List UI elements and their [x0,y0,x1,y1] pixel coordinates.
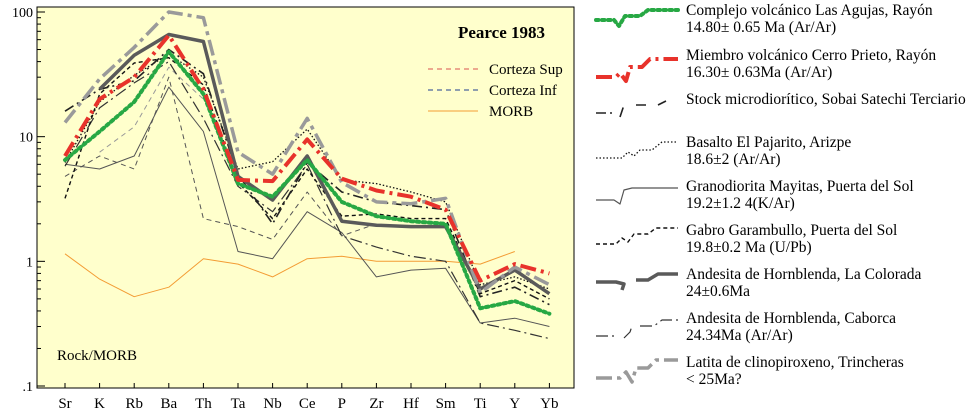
legend-item-3: Stock microdiorítico, Sobai Satechi Terc… [592,91,979,133]
legend-line-path-2 [596,57,678,83]
x-tick-label-ti: Ti [474,396,487,412]
series-legend: Complejo volcánico Las Agujas, Rayón 14.8… [592,0,979,414]
x-tick-label-nb: Nb [263,396,281,412]
legend-text-5: Granodiorita Mayitas, Puerta del Sol 19.2… [686,178,914,212]
legend-line-sample-7 [596,272,678,291]
legend-text-8: Andesita de Hornblenda, Caborca 24.34Ma (… [686,310,896,344]
series-line-9 [63,10,551,295]
x-tick-label-ce: Ce [299,396,316,412]
legend-text-3: Stock microdiorítico, Sobai Satechi Terc… [686,91,966,108]
x-tick-label-y: Y [509,396,520,412]
x-tick-label-k: K [94,396,105,412]
y-tick-label: 10 [19,131,33,146]
x-tick-label-hf: Hf [403,396,419,412]
x-tick-label-ba: Ba [160,396,177,412]
legend-line-sample-4 [596,141,678,159]
series-line-4 [64,53,550,290]
legend-series-name: Gabro Garambullo, Puerta del Sol [686,222,898,239]
series-layer [63,10,552,340]
legend-line-path-9 [596,358,678,384]
legend-series-age: 24.34Ma (Ar/Ar) [686,327,793,344]
legend-line-sample-9 [596,358,678,384]
x-tick-label-sr: Sr [58,396,71,412]
legend-item-4: Basalto El Pajarito, Arizpe 18.6±2 (Ar/Ar… [592,134,979,176]
legend-series-age: 16.30± 0.63Ma (Ar/Ar) [686,64,833,81]
legend-series-age: 18.6±2 (Ar/Ar) [686,151,781,168]
legend-item-7: Andesita de Hornblenda, La Colorada 24±0.… [592,266,979,308]
y-tick-label: 100 [12,6,33,21]
plot-area [36,6,575,389]
y-axis-label: Rock/MORB [57,348,137,364]
legend-line-sample-3 [596,100,667,118]
legend-line-path-8 [596,319,678,339]
legend-text-6: Gabro Garambullo, Puerta del Sol 19.8±0.2… [686,222,897,256]
legend-text-4: Basalto El Pajarito, Arizpe 18.6±2 (Ar/Ar… [686,134,851,168]
legend-series-name: Andesita de Hornblenda, Caborca [686,310,897,327]
series-line-2 [63,33,550,283]
legend-series-age: 19.8±0.2 Ma (U/Pb) [686,239,812,256]
inner-legend: Corteza Sup Corteza Inf MORB [428,62,563,120]
legend-line-sample-1 [594,8,680,28]
legend-item-6: Gabro Garambullo, Puerta del Sol 19.8±0.2… [592,222,979,264]
legend-line-sample-5 [596,187,678,205]
legend-item-5: Granodiorita Mayitas, Puerta del Sol 19.2… [592,178,979,220]
legend-line-path-4 [596,141,678,159]
chart-title: Pearce 1983 [458,23,545,42]
reference-line-morb [64,251,515,298]
y-tick-label: 1 [26,255,33,270]
inner-legend-label-3: MORB [489,104,533,120]
legend-line-path-6 [596,227,678,245]
legend-line-path-7 [596,272,678,291]
legend-series-name: Stock microdiorítico, Sobai Satechi Terc… [686,91,966,108]
legend-series-name: Latita de clinopiroxeno, Trincheras [686,354,904,371]
legend-series-name: Complejo volcánico Las Agujas, Rayón [686,2,933,19]
legend-series-age: 19.2±1.2 4(K/Ar) [686,195,795,212]
legend-line-sample-2 [596,57,678,83]
legend-series-name: Granodiorita Mayitas, Puerta del Sol [686,178,914,195]
series-line-5 [64,86,550,327]
legend-series-name: Andesita de Hornblenda, La Colorada [686,266,922,283]
inner-legend-label-2: Corteza Inf [489,83,557,99]
legend-text-1: Complejo volcánico Las Agujas, Rayón 14.8… [686,2,933,36]
x-tick-label-sm: Sm [436,396,456,412]
y-tick-label: .1 [23,380,34,395]
legend-series-name: Miembro volcánico Cerro Prieto, Rayón [686,47,937,64]
legend-line-path-5 [596,187,678,205]
legend-series-age: 14.80± 0.65 Ma (Ar/Ar) [686,19,837,36]
legend-series-age: 24±0.6Ma [686,283,751,300]
x-tick-label-th: Th [195,396,212,412]
legend-item-9: Latita de clinopiroxeno, Trincheras < 25M… [592,354,979,396]
legend-item-2: Miembro volcánico Cerro Prieto, Rayón 16.… [592,47,979,89]
legend-line-path-1 [594,8,680,28]
x-tick-label-ta: Ta [231,396,246,412]
x-tick-label-p: P [338,396,346,412]
reference-line-corteza-sup [99,66,204,153]
legend-series-age: < 25Ma? [686,371,742,388]
axis-layer: 100 10 1 .1 Sr K Rb Ba Th Ta Nb Ce P Zr Hf Sm Ti Y Yb [12,6,559,412]
x-tick-label-zr: Zr [369,396,383,412]
x-tick-label-yb: Yb [540,396,558,412]
legend-item-8: Andesita de Hornblenda, Caborca 24.34Ma (… [592,310,979,352]
legend-line-path-3 [596,100,667,118]
legend-item-1: Complejo volcánico Las Agujas, Rayón 14.8… [592,2,979,44]
x-tick-label-rb: Rb [125,396,143,412]
spider-diagram: 100 10 1 .1 Sr K Rb Ba Th Ta Nb Ce P Zr Hf Sm Ti Y Yb Pear… [12,6,575,412]
legend-line-sample-8 [596,319,678,339]
series-line-1 [63,49,552,316]
legend-series-name: Basalto El Pajarito, Arizpe [686,134,852,151]
legend-text-2: Miembro volcánico Cerro Prieto, Rayón 16.… [686,47,936,81]
legend-text-9: Latita de clinopiroxeno, Trincheras < 25M… [686,354,904,388]
legend-line-sample-6 [596,227,678,245]
legend-text-7: Andesita de Hornblenda, La Colorada 24±0.… [686,266,921,300]
inner-legend-label-1: Corteza Sup [489,62,563,78]
